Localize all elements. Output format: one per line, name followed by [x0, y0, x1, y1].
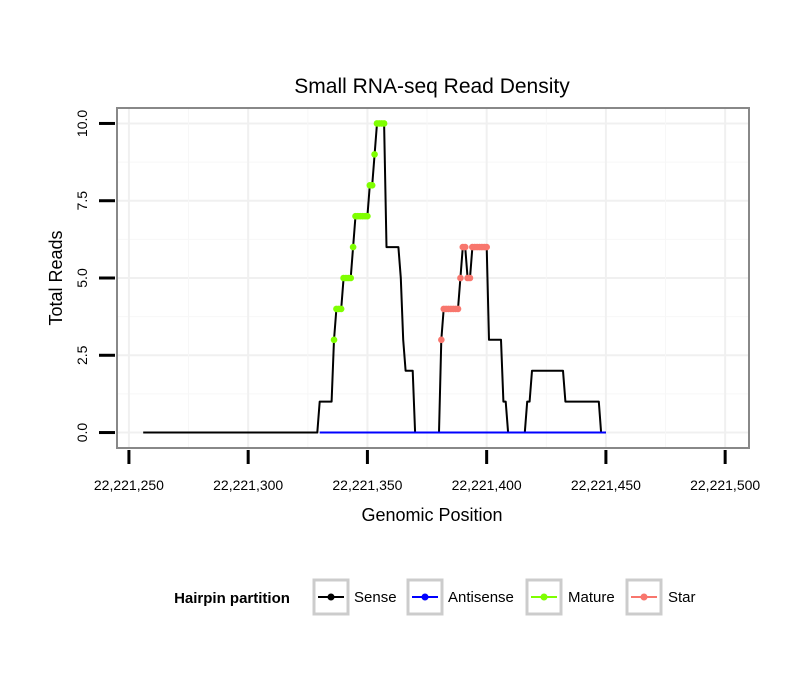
data-series	[143, 120, 606, 434]
x-axis-label: Genomic Position	[361, 505, 502, 525]
legend-items: Sense Antisense Mature Star	[312, 578, 696, 616]
y-axis: 0.0 2.5 5.0 7.5 10.0	[74, 110, 115, 443]
mature-point	[380, 120, 388, 127]
star-point	[454, 305, 462, 313]
legend-dot-mature	[540, 593, 548, 601]
y-tick-label: 10.0	[74, 110, 90, 137]
x-tick-label: 22,221,250	[94, 477, 164, 493]
legend-label-sense: Sense	[354, 589, 397, 606]
mature-point	[364, 212, 371, 220]
chart-title: Small RNA-seq Read Density	[294, 75, 570, 98]
legend-dot-antisense	[421, 593, 429, 601]
x-tick-label: 22,221,400	[452, 477, 522, 493]
star-point	[483, 243, 490, 251]
legend: Hairpin partition Sense Antisense Mature St…	[174, 578, 696, 616]
y-tick-label: 5.0	[74, 268, 90, 288]
legend-dot-sense	[327, 593, 335, 601]
star-point	[466, 274, 474, 282]
y-tick-label: 7.5	[74, 191, 90, 211]
legend-dot-star	[640, 593, 648, 601]
mature-point	[337, 305, 345, 313]
y-axis-label: Total Reads	[46, 230, 66, 325]
legend-label-star: Star	[668, 589, 696, 606]
legend-label-antisense: Antisense	[448, 589, 514, 606]
x-tick-label: 22,221,300	[213, 477, 283, 493]
mature-point	[349, 243, 357, 251]
star-point	[461, 243, 469, 251]
star-point	[438, 336, 445, 344]
mature-point	[368, 181, 376, 189]
legend-title: Hairpin partition	[174, 590, 290, 607]
x-tick-label: 22,221,450	[571, 477, 641, 493]
star-point	[457, 274, 464, 282]
x-tick-label: 22,221,500	[690, 477, 760, 493]
x-tick-label: 22,221,350	[332, 477, 402, 493]
mature-point	[371, 151, 378, 158]
mature-point	[330, 336, 338, 344]
y-tick-label: 2.5	[74, 345, 90, 365]
mature-point	[347, 274, 355, 282]
x-axis: 22,221,250 22,221,300 22,221,350 22,221,400…	[94, 450, 760, 493]
plot-panel-border	[116, 107, 750, 449]
legend-label-mature: Mature	[568, 589, 615, 606]
y-tick-label: 0.0	[74, 423, 90, 443]
